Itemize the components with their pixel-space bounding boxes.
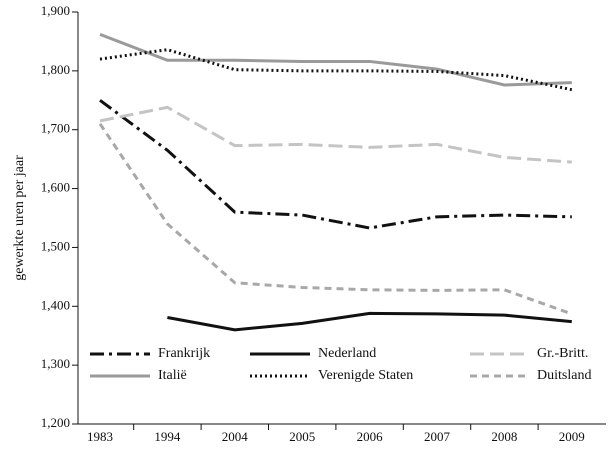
series-line <box>99 99 572 230</box>
legend-label: Duitsland <box>537 368 591 383</box>
y-tick-label: 1,300 <box>41 356 70 371</box>
y-tick-label: 1,800 <box>41 62 70 77</box>
series-line <box>98 122 573 316</box>
x-tick-label: 2007 <box>424 429 451 444</box>
legend-label: Frankrijk <box>158 346 210 361</box>
y-tick-label: 1,900 <box>41 3 70 18</box>
x-tick-label: 2006 <box>357 429 384 444</box>
x-tick-label: 2009 <box>559 429 585 444</box>
y-tick-label: 1,400 <box>41 297 70 312</box>
y-tick-label: 1,500 <box>41 238 70 253</box>
legend-label: Gr.-Britt. <box>537 346 588 361</box>
y-axis-label: gewerkte uren per jaar <box>12 155 27 281</box>
series-line <box>99 48 573 92</box>
x-tick-label: 2008 <box>491 429 517 444</box>
y-tick-label: 1,600 <box>41 180 70 195</box>
x-tick-label: 1983 <box>87 429 113 444</box>
x-tick-label: 1994 <box>154 429 181 444</box>
series-line <box>167 311 572 332</box>
series-line <box>99 105 572 164</box>
x-tick-label: 2004 <box>222 429 249 444</box>
legend-label: Italië <box>158 368 187 383</box>
y-tick-label: 1,200 <box>41 415 70 430</box>
legend-label: Nederland <box>318 346 376 361</box>
series-line <box>99 32 572 87</box>
legend-label: Verenigde Staten <box>318 368 413 383</box>
x-tick-label: 2005 <box>289 429 315 444</box>
y-tick-label: 1,700 <box>41 121 70 136</box>
